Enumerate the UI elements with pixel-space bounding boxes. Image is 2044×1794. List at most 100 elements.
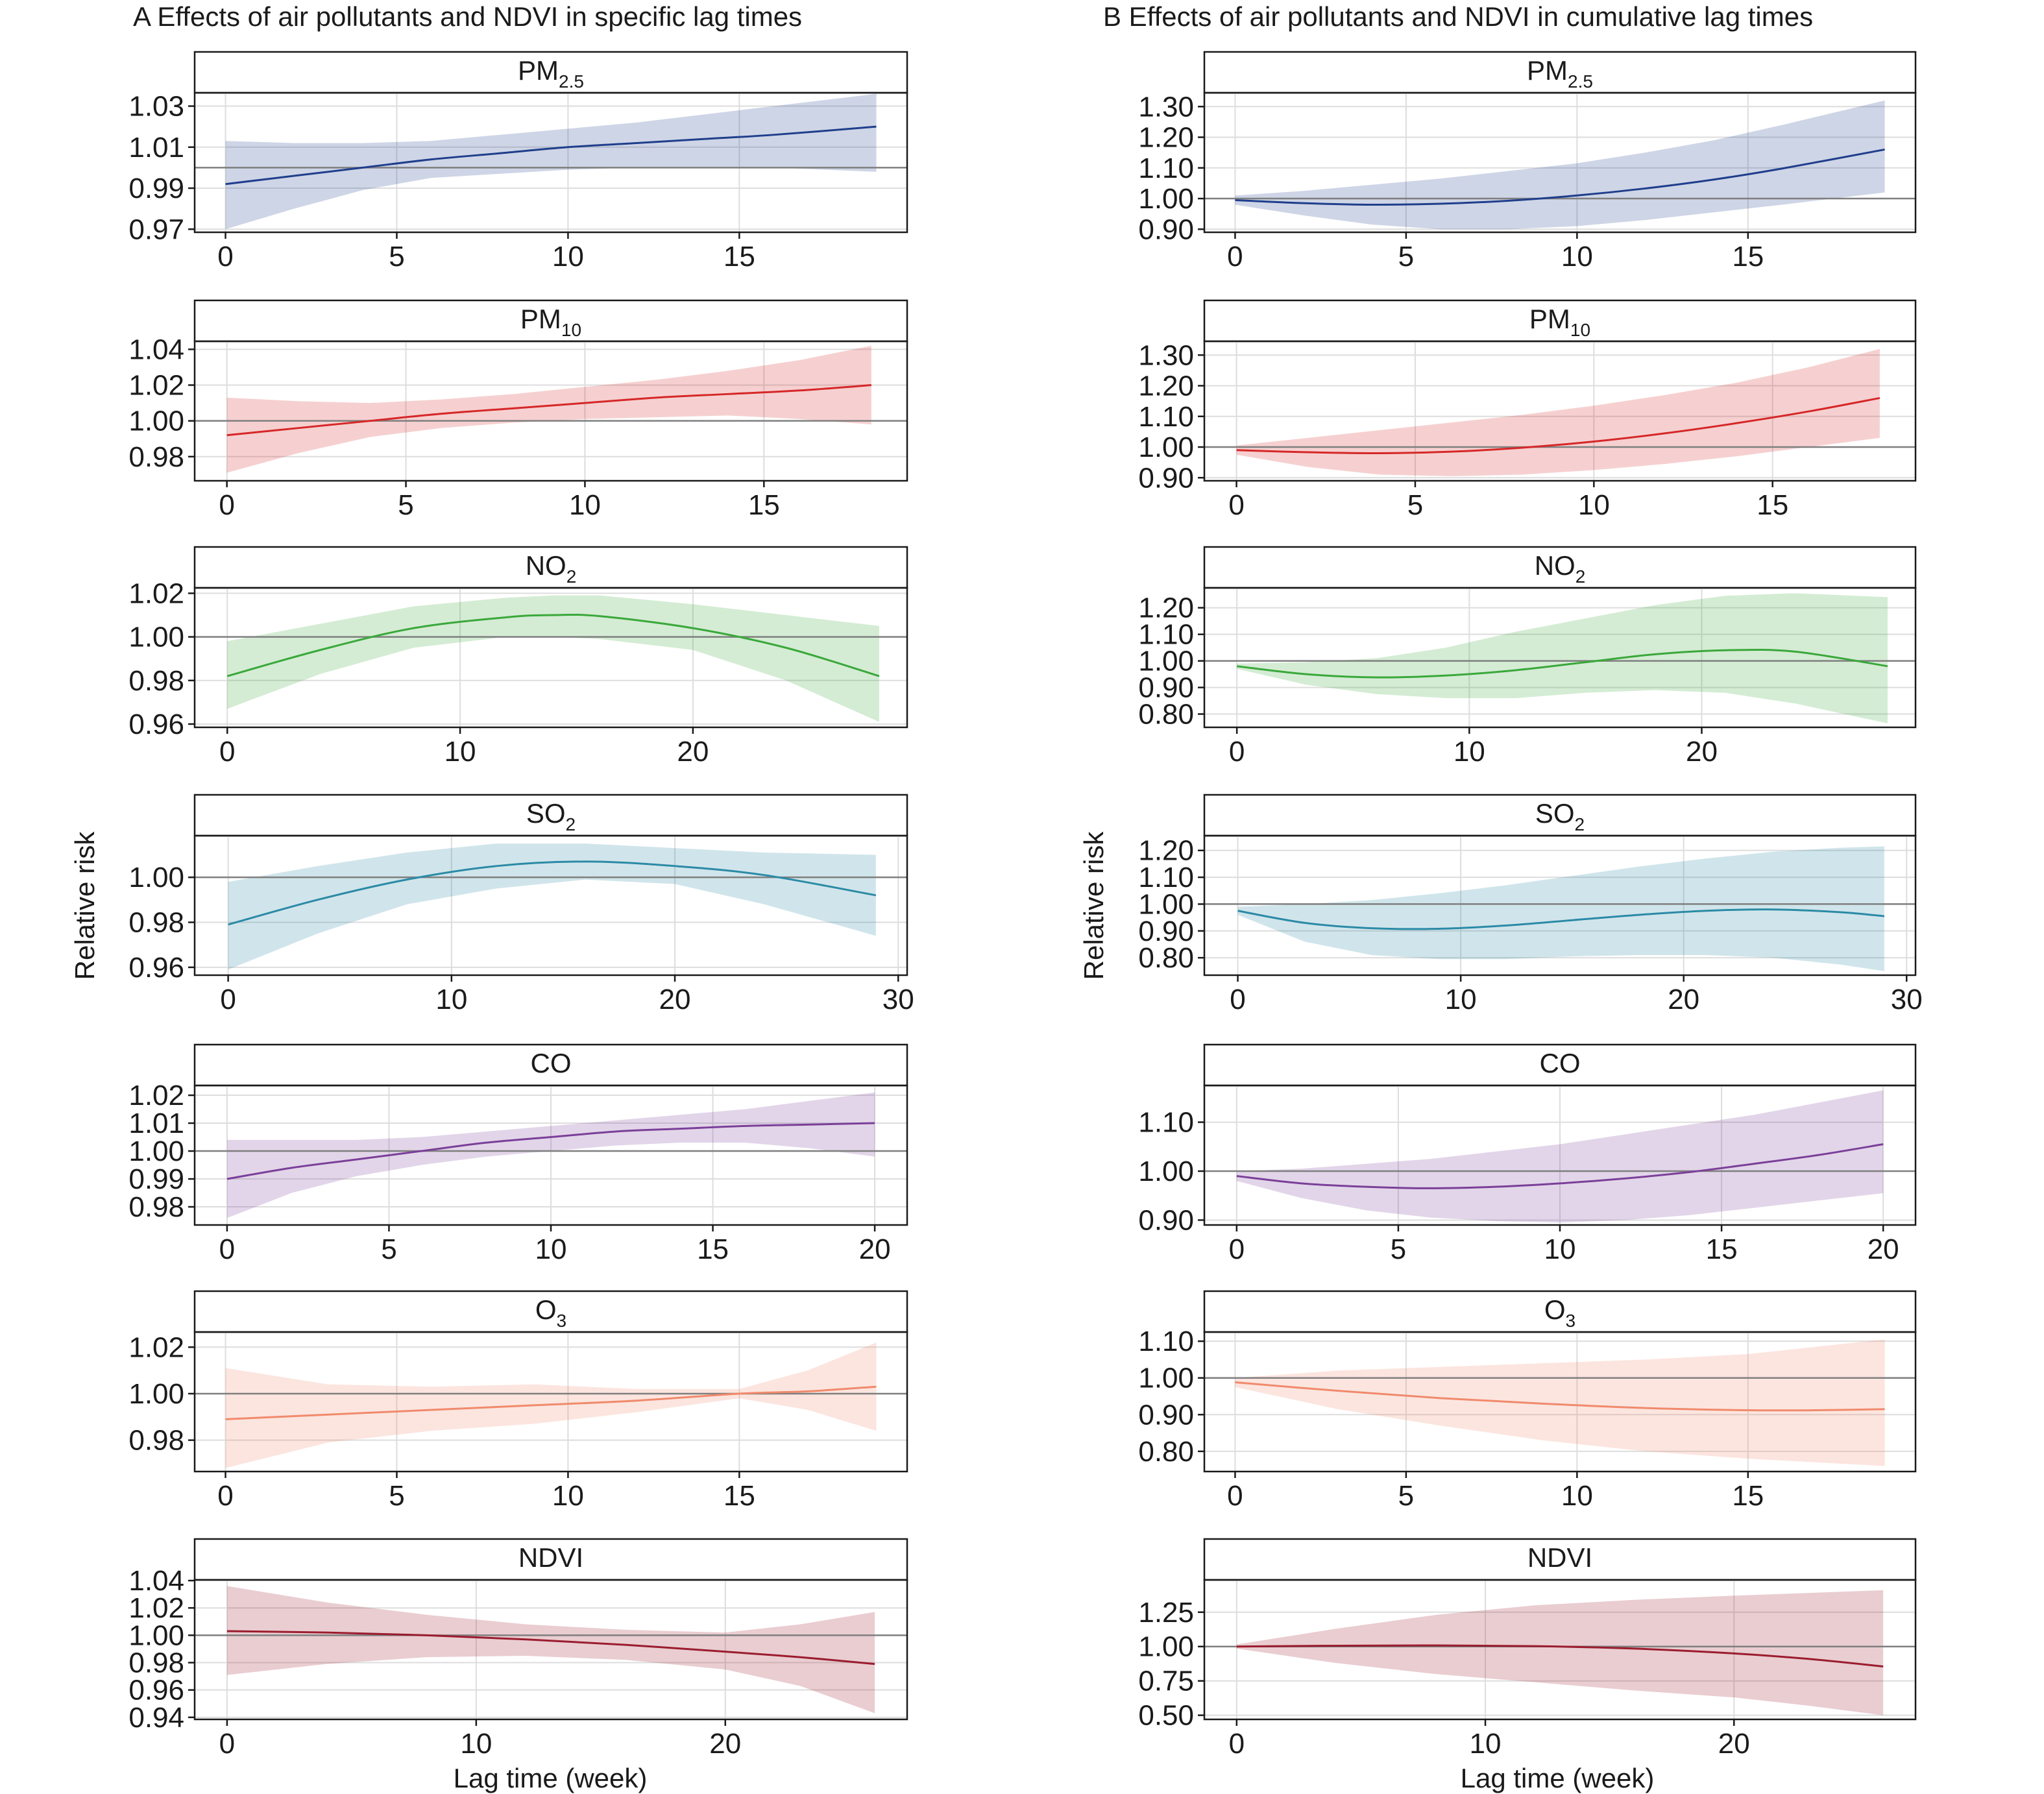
panel-a-co-strip — [193, 1043, 908, 1087]
panel-b-pm25-ytick-label-4: 1.30 — [1138, 91, 1194, 123]
panel-a-so2-title: SO2 — [526, 798, 576, 834]
panel-a-no2-ytick-label-2: 1.00 — [128, 622, 184, 653]
panel-a-no2-title: NO2 — [526, 550, 577, 587]
panel-a-co-ytick-label-0: 0.98 — [128, 1191, 184, 1223]
panel-b-so2-frame — [1203, 834, 1917, 976]
panel-a-pm10-xtick-label-1: 5 — [398, 489, 413, 521]
panel-a-o3-title: O3 — [535, 1294, 566, 1331]
panel-a-pm25-xtick-label-3: 15 — [724, 241, 755, 273]
panel-a-pm25-ytick-label-3: 1.03 — [128, 91, 184, 123]
panel-a-o3-ytick-label-1: 1.00 — [128, 1378, 184, 1410]
panel-b-so2-estimate-line — [1237, 908, 1885, 930]
panel-a-ndvi-xtick-label-0: 0 — [219, 1728, 235, 1760]
panel-b-ndvi-ytick-label-3: 1.25 — [1138, 1597, 1194, 1629]
panel-b-so2-xtick-label-3: 30 — [1891, 984, 1923, 1015]
panel-a-o3-xtick-label-1: 5 — [389, 1480, 404, 1512]
panel-a-no2-estimate-line — [226, 613, 880, 677]
panel-a-ndvi-estimate-line — [226, 1630, 875, 1666]
panel-b-co-strip — [1203, 1043, 1917, 1087]
panel-a-pm10-frame — [193, 340, 908, 482]
panel-a-so2-frame — [193, 834, 908, 976]
panel-a-pm10-estimate-line — [226, 384, 871, 437]
panel-b-o3-title: O3 — [1544, 1294, 1576, 1331]
panel-a-no2-frame — [193, 587, 908, 729]
panel-b-no2-xtick-label-2: 20 — [1686, 736, 1718, 768]
panel-a-o3-xtick-label-2: 10 — [552, 1480, 584, 1512]
panel-a-no2-xtick-label-1: 10 — [444, 736, 476, 768]
panel-a-co-ytick-label-1: 0.99 — [128, 1163, 184, 1195]
panel-b-o3-ytick-label-1: 0.90 — [1138, 1399, 1194, 1431]
panel-b-so2-xtick-label-2: 20 — [1668, 984, 1699, 1015]
panel-b-so2-ytick-label-4: 1.20 — [1138, 835, 1194, 867]
panel-b-ndvi-ytick-label-1: 0.75 — [1138, 1666, 1194, 1697]
y-axis-label-a: Relative risk — [69, 831, 100, 980]
panel-b-ndvi-xtick-label-2: 20 — [1718, 1728, 1750, 1760]
panel-b-ndvi-frame — [1203, 1579, 1917, 1721]
panel-a-co-xtick-label-1: 5 — [381, 1233, 396, 1265]
panel-a-pm25-frame — [193, 91, 908, 234]
panel-a-pm25-strip — [193, 51, 908, 94]
panel-a-pm10-ci-band — [226, 345, 871, 473]
panel-a-o3-ytick-label-2: 1.02 — [128, 1331, 184, 1363]
panel-b-co-ytick-label-2: 1.10 — [1138, 1107, 1194, 1139]
panel-a-co-ci-band — [226, 1092, 875, 1218]
panel-b-o3-xtick-label-1: 5 — [1398, 1480, 1414, 1512]
panel-b-pm10-ytick-label-0: 0.90 — [1138, 462, 1194, 494]
panel-a-pm25-xtick-label-0: 0 — [217, 241, 233, 273]
panel-a-ndvi-ytick-label-2: 0.98 — [128, 1647, 184, 1679]
panel-a-pm10-ytick-label-3: 1.04 — [128, 333, 184, 365]
panel-a-no2-ytick-label-3: 1.02 — [128, 577, 184, 609]
panel-b-o3-xtick-label-3: 15 — [1732, 1480, 1764, 1512]
panel-b-pm10-ci-band — [1236, 348, 1880, 476]
panel-b-pm25-xtick-label-1: 5 — [1398, 241, 1414, 273]
panel-a-ndvi-ytick-label-1: 0.96 — [128, 1675, 184, 1706]
panel-a-pm25-xtick-label-2: 10 — [552, 241, 584, 273]
panel-a-pm10-strip — [193, 299, 908, 343]
panel-b-ndvi-estimate-line — [1236, 1644, 1884, 1667]
panel-a-ndvi-ci-band — [226, 1586, 875, 1714]
panel-b-co-title: CO — [1540, 1048, 1581, 1078]
panel-a-ndvi-ytick-label-4: 1.02 — [128, 1592, 184, 1624]
panel-b-no2-ytick-label-4: 1.20 — [1138, 592, 1194, 624]
panel-b-no2-ytick-label-2: 1.00 — [1138, 646, 1194, 677]
panel-b-pm25-xtick-label-2: 10 — [1561, 241, 1593, 273]
panel-b-pm25-xtick-label-3: 15 — [1732, 241, 1764, 273]
panel-a-ndvi-xtick-label-2: 20 — [709, 1728, 741, 1760]
panel-b-no2-ci-band — [1237, 593, 1888, 723]
panel-b-pm10-strip — [1203, 299, 1917, 343]
panel-a-no2: NO2 0 10 20 0.96 0.98 1.00 1.02 — [128, 546, 908, 768]
panel-b-co-ytick-label-1: 1.00 — [1138, 1156, 1194, 1187]
panel-b-so2-ci-band — [1237, 846, 1884, 971]
panel-b-pm10-ytick-label-2: 1.10 — [1138, 401, 1194, 433]
panel-b-pm25-title: PM2.5 — [1527, 55, 1593, 91]
panel-a-co-xtick-label-4: 20 — [859, 1233, 891, 1265]
panel-b-pm10-xtick-label-3: 15 — [1757, 489, 1788, 521]
panel-b-pm10-estimate-line — [1236, 396, 1880, 454]
panel-a-pm25-ytick-label-2: 1.01 — [128, 132, 184, 164]
panel-b-so2-xtick-label-1: 10 — [1445, 984, 1477, 1015]
panel-b-pm25-ci-band — [1235, 100, 1885, 230]
panel-a-no2-xtick-label-2: 20 — [677, 736, 709, 768]
panel-a-pm25-xtick-label-1: 5 — [389, 241, 404, 273]
panel-a-pm25-estimate-line — [225, 125, 877, 186]
panel-b-so2-xtick-label-0: 0 — [1230, 984, 1245, 1015]
y-axis-label-b: Relative risk — [1078, 831, 1109, 980]
panel-a-o3-ytick-label-0: 0.98 — [128, 1425, 184, 1457]
panel-b-no2-xtick-label-1: 10 — [1454, 736, 1485, 768]
panel-a-so2-xtick-label-1: 10 — [435, 984, 467, 1015]
panel-a-ndvi-title: NDVI — [518, 1542, 583, 1573]
panel-a-so2-ytick-label-0: 0.96 — [128, 952, 184, 984]
panel-b-pm10-ytick-label-3: 1.20 — [1138, 370, 1194, 402]
panel-a-co-xtick-label-0: 0 — [219, 1233, 235, 1265]
panel-b-no2-xtick-label-0: 0 — [1229, 736, 1245, 768]
x-axis-label-b: Lag time (week) — [1461, 1763, 1655, 1793]
panel-b-so2-strip — [1203, 794, 1917, 837]
panel-b-no2-frame — [1203, 587, 1917, 729]
panel-b-ndvi-ci-band — [1236, 1590, 1884, 1715]
panel-b-so2: SO2 0 10 20 30 0.800.901.001.101.20 — [1138, 794, 1923, 1015]
panel-a-co-xtick-label-3: 15 — [697, 1233, 729, 1265]
panel-a-co-xtick-label-2: 10 — [535, 1233, 567, 1265]
panel-b-ndvi: NDVI 0 10 20 0.500.751.001.25 — [1138, 1538, 1917, 1760]
panel-a-o3: O3 0 5 10 15 0.98 1.00 1.02 — [128, 1290, 908, 1512]
panel-b-pm10-xtick-label-1: 5 — [1407, 489, 1423, 521]
